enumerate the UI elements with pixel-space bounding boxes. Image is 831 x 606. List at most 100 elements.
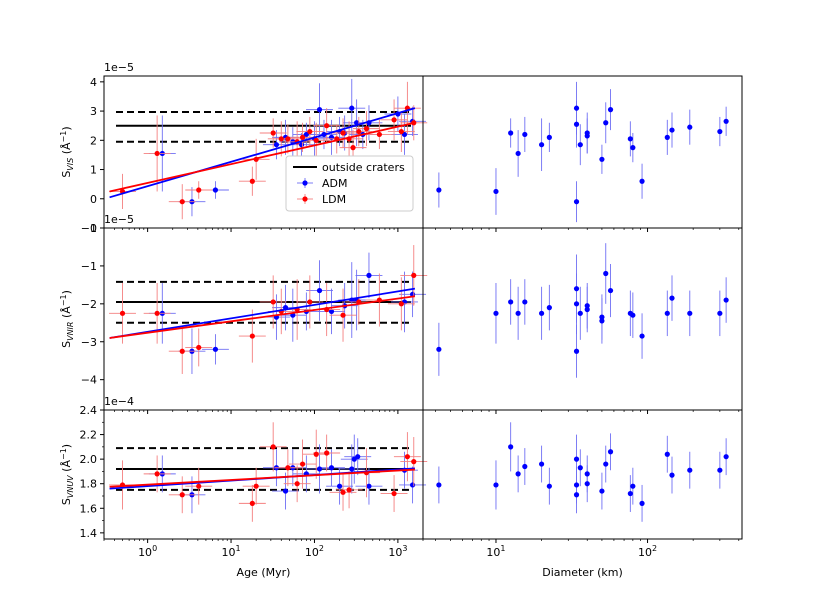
- y-tick-label: 2.0: [80, 453, 98, 466]
- data-point-adm: [508, 299, 514, 305]
- data-point-ldm: [340, 489, 346, 495]
- legend-label-ldm: LDM: [322, 193, 346, 206]
- data-point-adm: [573, 199, 580, 205]
- y-axis-label: SVIS (Å−1): [59, 126, 75, 177]
- data-point-ldm: [179, 199, 185, 205]
- data-point-adm: [584, 130, 590, 136]
- data-point-adm: [577, 310, 583, 316]
- y-tick-label: −3: [81, 336, 97, 349]
- data-point-adm: [639, 178, 645, 184]
- data-point-ldm: [411, 272, 417, 278]
- data-point-adm: [409, 482, 416, 488]
- legend: outside craters ADM LDM: [285, 155, 414, 212]
- data-point-adm: [515, 471, 521, 477]
- data-point-ldm: [356, 128, 362, 135]
- data-point-ldm: [324, 123, 330, 129]
- data-point-adm: [687, 467, 693, 473]
- x-tick-label: 103: [388, 544, 407, 559]
- data-point-adm: [573, 482, 580, 488]
- y-tick-label: 1.6: [80, 502, 98, 515]
- data-point-adm: [573, 301, 580, 307]
- data-point-adm: [539, 142, 545, 148]
- data-point-adm: [687, 310, 693, 316]
- data-point-adm: [687, 124, 693, 130]
- y-tick-label: 0: [90, 193, 97, 206]
- data-point-ldm: [270, 444, 276, 450]
- x-tick-label: 101: [221, 544, 240, 559]
- panel-middle-right: [422, 227, 743, 414]
- data-point-ldm: [249, 178, 255, 184]
- data-point-adm: [577, 465, 583, 471]
- y-tick-label: −1: [81, 260, 97, 273]
- data-point-adm: [546, 134, 552, 140]
- data-point-ldm: [278, 136, 284, 142]
- y-axis-label: SVNUV (Å−1): [59, 444, 75, 505]
- data-point-adm: [717, 128, 723, 135]
- data-point-adm: [273, 142, 280, 148]
- data-point-adm: [603, 270, 609, 277]
- data-point-adm: [607, 449, 614, 455]
- data-point-adm: [717, 467, 723, 473]
- panel-bottom-left: 1.4 1.6 1.8 2.0 2.2 2.4 100 101 102 103 Age (Myr) 1…: [59, 395, 428, 579]
- y-tick-label: 1.8: [80, 478, 98, 491]
- data-point-adm: [539, 461, 545, 467]
- data-point-adm: [723, 454, 729, 460]
- data-point-adm: [493, 310, 499, 316]
- axes-frame: [422, 75, 743, 229]
- data-point-ldm: [154, 471, 160, 477]
- data-point-adm: [630, 312, 636, 318]
- data-point-adm: [508, 130, 514, 136]
- data-point-adm: [573, 286, 580, 292]
- legend-marker-ldm: [302, 196, 308, 202]
- data-point-adm: [627, 136, 633, 142]
- data-point-ldm: [196, 344, 202, 351]
- x-tick-label: 102: [638, 544, 657, 559]
- fit-line-adm: [109, 107, 416, 199]
- data-point-ldm: [391, 117, 397, 123]
- data-point-adm: [717, 310, 723, 316]
- data-point-adm: [639, 500, 645, 506]
- data-point-ldm: [285, 465, 291, 471]
- fit-line-ldm: [109, 468, 415, 488]
- data-point-adm: [603, 120, 609, 126]
- data-point-adm: [546, 483, 552, 489]
- data-point-ldm: [307, 299, 313, 305]
- data-point-ldm: [154, 310, 160, 316]
- data-point-adm: [282, 488, 289, 494]
- panel-bottom-right: 101 102 Diameter (km): [422, 409, 743, 579]
- data-point-adm: [599, 488, 605, 494]
- data-point-ldm: [398, 128, 404, 135]
- y-axis-label: SVNIR (Å−1): [59, 290, 75, 348]
- data-point-ldm: [313, 451, 319, 457]
- data-point-ldm: [249, 500, 255, 506]
- data-point-adm: [436, 187, 442, 193]
- data-point-ldm: [363, 126, 370, 132]
- data-point-adm: [515, 310, 521, 316]
- data-point-ldm: [398, 301, 404, 307]
- data-point-adm: [630, 145, 636, 151]
- data-point-adm: [303, 131, 309, 138]
- data-point-ldm: [179, 492, 185, 498]
- data-point-adm: [436, 346, 442, 352]
- axes-frame: [103, 227, 424, 411]
- data-point-adm: [664, 134, 670, 140]
- data-point-adm: [349, 105, 355, 111]
- data-point-ldm: [346, 487, 352, 493]
- fit-line-ldm: [109, 121, 416, 193]
- legend-label-adm: ADM: [322, 177, 348, 190]
- data-point-adm: [328, 308, 335, 315]
- panel-top-right: [422, 75, 743, 232]
- y-scale-factor: 1e−5: [104, 213, 134, 226]
- data-point-adm: [298, 142, 305, 148]
- data-point-adm: [723, 297, 729, 303]
- y-tick-label: 1.4: [80, 527, 98, 540]
- data-point-adm: [584, 471, 590, 477]
- data-point-adm: [522, 463, 528, 470]
- data-point-adm: [627, 490, 633, 497]
- data-point-adm: [522, 299, 528, 305]
- axes-frame: [103, 409, 424, 540]
- data-point-ldm: [391, 490, 397, 497]
- data-point-adm: [599, 318, 605, 324]
- data-point-ldm: [324, 450, 330, 456]
